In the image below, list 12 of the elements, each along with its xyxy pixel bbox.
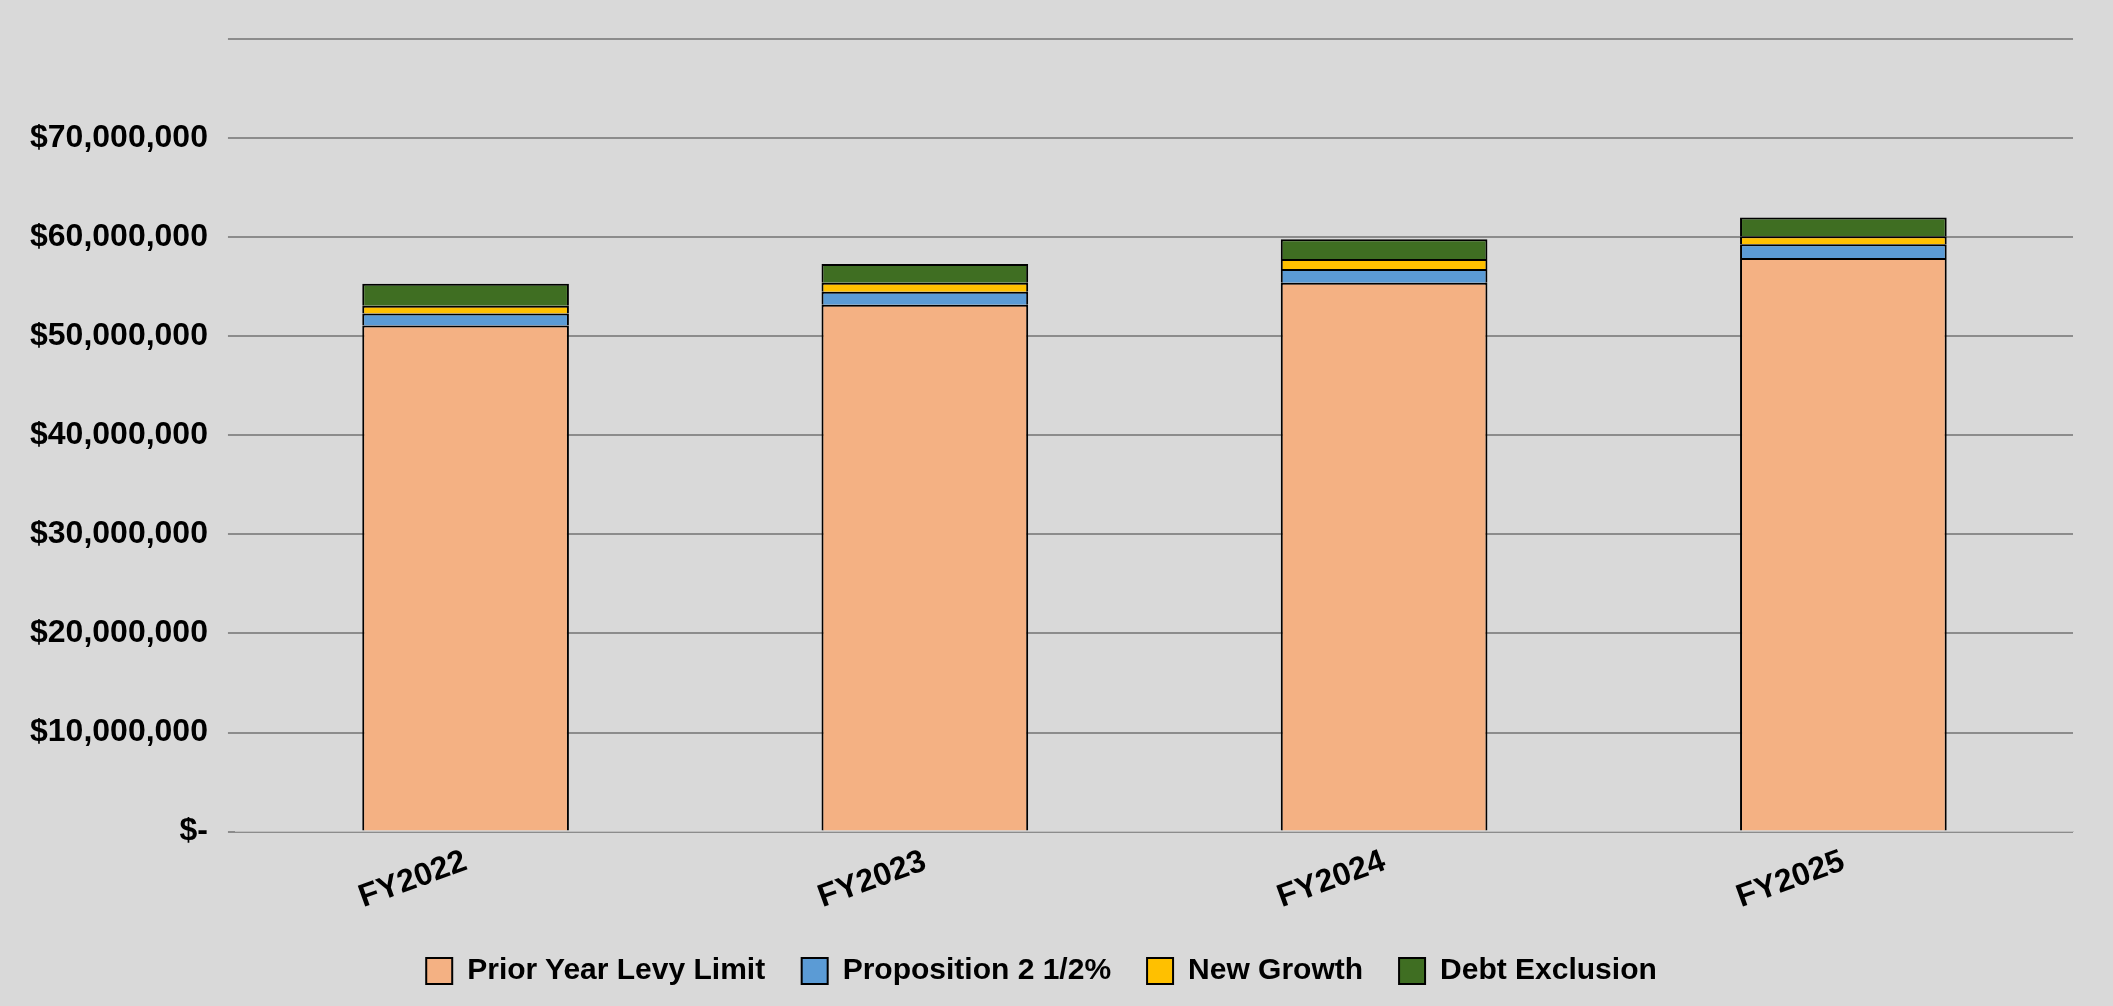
y-tick-label: $20,000,000	[30, 613, 208, 650]
legend-label: Proposition 2 1/2%	[842, 952, 1112, 986]
y-tick-label: $40,000,000	[30, 415, 208, 452]
legend-label: New Growth	[1188, 952, 1364, 986]
legend-label: Prior Year Levy Limit	[467, 952, 766, 986]
y-tick-label: $30,000,000	[30, 514, 208, 551]
y-tick-label: $-	[179, 811, 208, 848]
y-tick-label: $60,000,000	[30, 217, 208, 254]
legend-label: Debt Exclusion	[1440, 952, 1657, 986]
y-tick-label: $50,000,000	[30, 316, 208, 353]
y-tick-label: $70,000,000	[30, 118, 208, 155]
y-tick-label: $10,000,000	[30, 712, 208, 749]
